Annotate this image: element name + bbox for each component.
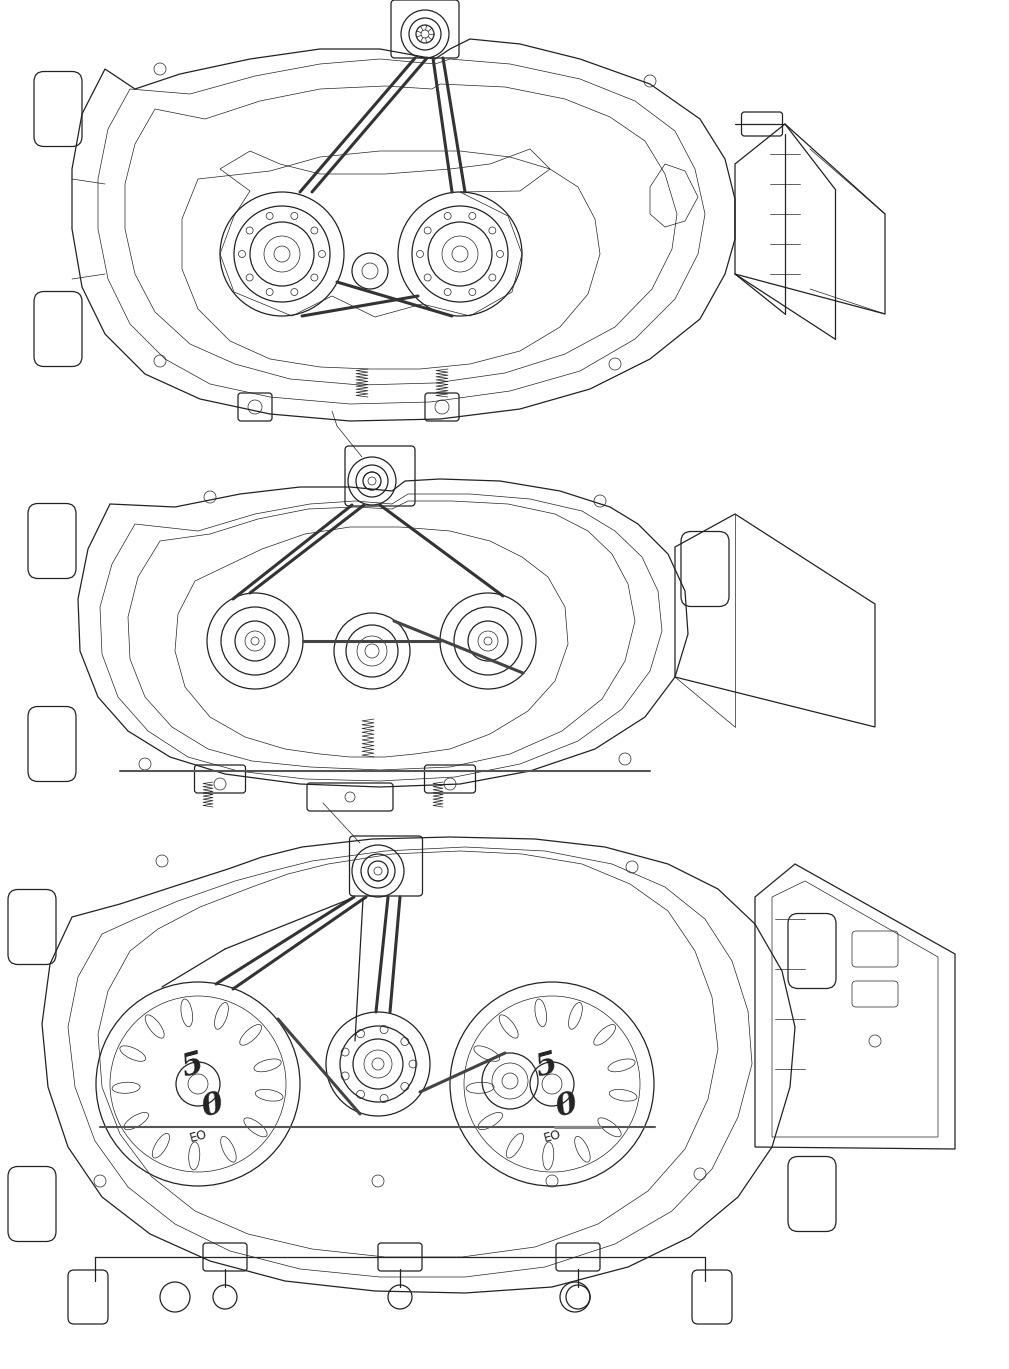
Text: 5: 5	[179, 1049, 207, 1084]
Text: 0: 0	[199, 1088, 227, 1124]
Text: 0: 0	[553, 1088, 581, 1124]
Text: 5: 5	[533, 1049, 561, 1084]
Text: EO: EO	[188, 1128, 208, 1144]
Text: EO: EO	[542, 1128, 562, 1144]
